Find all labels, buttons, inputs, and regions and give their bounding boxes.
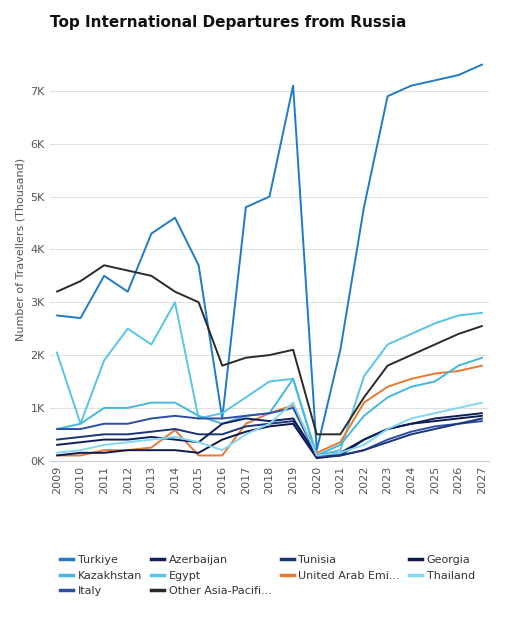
Y-axis label: Number of Travellers (Thousand): Number of Travellers (Thousand) bbox=[15, 158, 25, 341]
Legend: Turkiye, Kazakhstan, Italy, Azerbaijan, Egypt, Other Asia-Pacifi..., Tunisia, Un: Turkiye, Kazakhstan, Italy, Azerbaijan, … bbox=[55, 551, 479, 601]
Text: Top International Departures from Russia: Top International Departures from Russia bbox=[50, 15, 406, 30]
